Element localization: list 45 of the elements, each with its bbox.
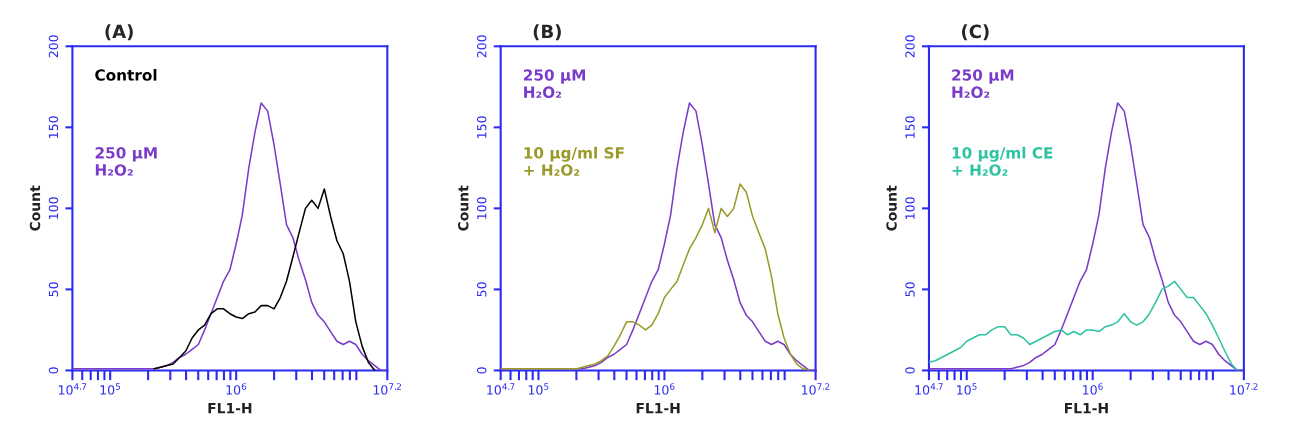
y-tick-label: 0 xyxy=(48,367,59,374)
x-tick-label: 10$^{6}$ xyxy=(1083,383,1103,395)
line-series xyxy=(500,183,810,371)
chart-title: (C) xyxy=(962,24,989,41)
text: 250 µM H₂O₂ xyxy=(523,69,585,98)
x-axis-title: FL1-H xyxy=(208,403,252,414)
x-tick-label: 10$^{7.2}$ xyxy=(373,383,401,395)
text: 10 µg/ml SF + H₂O₂ xyxy=(524,146,624,176)
y-tick-label: 50 xyxy=(477,282,487,297)
y-tick-label: 100 xyxy=(48,197,59,219)
y-tick-label: 150 xyxy=(48,116,59,138)
y-axis-title: Count xyxy=(458,185,469,231)
y-tick-label: 50 xyxy=(905,282,915,297)
text: 10 µg/ml CE + H₂O₂ xyxy=(952,146,1053,176)
y-tick-label: 150 xyxy=(477,116,487,138)
x-tick-label: 10$^{6}$ xyxy=(226,383,247,395)
line-series xyxy=(153,188,376,371)
line-series xyxy=(928,280,1239,371)
y-tick-label: 50 xyxy=(48,282,59,297)
y-tick-label: 100 xyxy=(477,197,487,219)
x-axis-title: FL1-H xyxy=(1064,403,1108,414)
text: Control xyxy=(95,68,157,81)
x-tick-label: 10$^{6}$ xyxy=(654,383,675,395)
y-tick-label: 200 xyxy=(905,35,915,58)
x-tick-label: 10$^{5}$ xyxy=(957,383,977,395)
text: 250 µM H₂O₂ xyxy=(95,147,157,176)
y-tick-label: 0 xyxy=(905,367,915,374)
y-tick-label: 150 xyxy=(905,116,915,138)
text: 250 µM H₂O₂ xyxy=(952,69,1014,98)
y-axis-title: Count xyxy=(886,185,897,231)
x-tick-label: 10$^{5}$ xyxy=(100,383,121,395)
chart-title: (B) xyxy=(533,24,561,41)
x-axis-title: FL1-H xyxy=(636,403,680,414)
x-tick-label: 10$^{7.2}$ xyxy=(1230,383,1258,395)
y-tick-label: 0 xyxy=(477,367,487,374)
y-tick-label: 100 xyxy=(905,197,915,219)
x-tick-label: 10$^{4.7}$ xyxy=(487,383,515,395)
y-tick-label: 200 xyxy=(477,35,487,58)
chart-title: (A) xyxy=(105,24,133,41)
x-tick-label: 10$^{4.7}$ xyxy=(58,383,87,395)
y-axis-title: Count xyxy=(29,185,41,231)
x-tick-label: 10$^{7.2}$ xyxy=(802,383,830,395)
x-tick-label: 10$^{5}$ xyxy=(528,383,549,395)
y-tick-label: 200 xyxy=(48,35,59,58)
x-tick-label: 10$^{4.7}$ xyxy=(915,383,943,395)
